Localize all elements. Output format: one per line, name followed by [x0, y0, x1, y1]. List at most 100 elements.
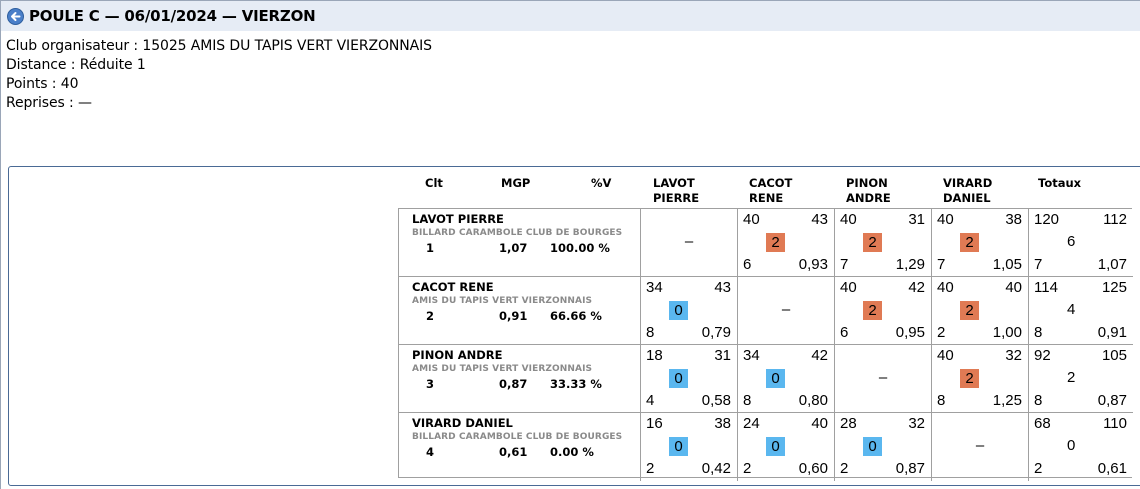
match-points: 18	[646, 347, 663, 364]
match-average: 0,58	[701, 392, 731, 409]
distance: Distance : Réduite 1	[6, 57, 146, 73]
match-score: 38	[1005, 211, 1022, 228]
match-average: 0,80	[798, 392, 828, 409]
header-opponent-1: LAVOT PIERRE	[653, 176, 700, 205]
match-cell: 40 32 2 8 1,25	[931, 345, 1028, 412]
player-win-pct: 100.00 %	[550, 241, 610, 255]
player-rank: 3	[426, 377, 435, 391]
header-clt: Clt	[425, 176, 443, 190]
match-score: 31	[908, 211, 925, 228]
total-reprises: 2	[1034, 460, 1043, 477]
player-win-pct: 33.33 %	[550, 377, 602, 391]
total-average: 1,07	[1097, 256, 1127, 273]
match-cell: 18 31 0 4 0,58	[640, 345, 737, 412]
total-average: 0,61	[1097, 460, 1127, 477]
player-name: PINON ANDRE	[412, 348, 503, 362]
player-club: AMIS DU TAPIS VERT VIERZONNAIS	[412, 364, 593, 374]
player-win-pct: 66.66 %	[550, 309, 602, 323]
match-score: 43	[714, 279, 731, 296]
match-score: 43	[811, 211, 828, 228]
match-score: 32	[908, 415, 925, 432]
match-points: 40	[937, 347, 954, 364]
match-average: 1,25	[992, 392, 1022, 409]
match-average: 0,95	[895, 324, 925, 341]
match-cell: 16 38 0 2 0,42	[640, 413, 737, 481]
player-info: VIRARD DANIEL BILLARD CARAMBOLE CLUB DE B…	[399, 413, 640, 481]
match-reprises: 6	[840, 324, 849, 341]
match-points: 40	[937, 211, 954, 228]
match-cell: –	[931, 413, 1028, 481]
match-cell: 40 43 2 6 0,93	[737, 209, 834, 276]
match-result-badge: 2	[766, 233, 785, 252]
table-row: VIRARD DANIEL BILLARD CARAMBOLE CLUB DE B…	[399, 413, 1133, 481]
header-opponent-4: VIRARD DANIEL	[943, 176, 993, 205]
totals-cell: 92 105 2 8 0,87	[1028, 345, 1133, 412]
match-result-badge: 2	[960, 369, 979, 388]
total-reprises: 7	[1034, 256, 1043, 273]
match-reprises: 6	[743, 256, 752, 273]
total-score: 110	[1103, 415, 1127, 432]
match-score: 40	[811, 415, 828, 432]
self-match-dash: –	[781, 301, 791, 318]
match-points: 40	[840, 279, 857, 296]
results-grid: LAVOT PIERRE BILLARD CARAMBOLE CLUB DE BO…	[398, 208, 1133, 481]
match-average: 0,93	[798, 256, 828, 273]
match-cell: 40 38 2 7 1,05	[931, 209, 1028, 276]
table-row: CACOT RENE AMIS DU TAPIS VERT VIERZONNAIS…	[399, 277, 1133, 345]
competition-info: Club organisateur : 15025 AMIS DU TAPIS …	[6, 37, 432, 113]
match-cell: 40 42 2 6 0,95	[834, 277, 931, 344]
results-panel	[8, 166, 1140, 486]
player-info: LAVOT PIERRE BILLARD CARAMBOLE CLUB DE BO…	[399, 209, 640, 276]
player-rank: 1	[426, 241, 435, 255]
total-points: 120	[1034, 211, 1060, 228]
match-average: 1,29	[895, 256, 925, 273]
player-club: BILLARD CARAMBOLE CLUB DE BOURGES	[412, 228, 623, 238]
match-result-badge: 2	[863, 233, 882, 252]
match-average: 0,79	[701, 324, 731, 341]
title-bar: POULE C — 06/01/2024 — VIERZON	[1, 1, 1140, 31]
match-cell: –	[834, 345, 931, 412]
match-result-badge: 2	[960, 301, 979, 320]
player-name: CACOT RENE	[412, 280, 494, 294]
match-result-badge: 0	[863, 437, 882, 456]
player-rank: 2	[426, 309, 435, 323]
match-reprises: 8	[743, 392, 752, 409]
self-match-dash: –	[878, 369, 888, 386]
total-match-points: 0	[1067, 437, 1076, 454]
total-match-points: 2	[1067, 369, 1076, 386]
match-cell: –	[737, 277, 834, 344]
total-average: 0,91	[1097, 324, 1127, 341]
match-score: 40	[1005, 279, 1022, 296]
total-match-points: 6	[1067, 233, 1076, 250]
header-mgp: MGP	[501, 176, 531, 190]
match-cell: 40 31 2 7 1,29	[834, 209, 931, 276]
match-score: 31	[714, 347, 731, 364]
player-rank: 4	[426, 445, 435, 459]
match-average: 0,60	[798, 460, 828, 477]
match-cell: 34 42 0 8 0,80	[737, 345, 834, 412]
player-name: LAVOT PIERRE	[412, 212, 504, 226]
arrow-left-circle-icon[interactable]	[7, 7, 24, 25]
match-points: 16	[646, 415, 663, 432]
match-result-badge: 0	[669, 369, 688, 388]
match-average: 1,05	[992, 256, 1022, 273]
total-average: 0,87	[1097, 392, 1127, 409]
total-score: 125	[1101, 279, 1127, 296]
match-reprises: 2	[840, 460, 849, 477]
total-reprises: 8	[1034, 392, 1043, 409]
match-result-badge: 2	[960, 233, 979, 252]
match-reprises: 8	[646, 324, 655, 341]
match-reprises: 2	[646, 460, 655, 477]
total-score: 105	[1101, 347, 1127, 364]
match-points: 40	[937, 279, 954, 296]
match-reprises: 7	[937, 256, 946, 273]
table-row: PINON ANDRE AMIS DU TAPIS VERT VIERZONNAI…	[399, 345, 1133, 413]
self-match-dash: –	[975, 437, 985, 454]
organizer-club: Club organisateur : 15025 AMIS DU TAPIS …	[6, 38, 432, 54]
page-title: POULE C — 06/01/2024 — VIERZON	[29, 7, 316, 25]
player-club: BILLARD CARAMBOLE CLUB DE BOURGES	[412, 432, 623, 442]
match-score: 32	[1005, 347, 1022, 364]
header-opponent-2: CACOT RENE	[749, 176, 793, 205]
total-points: 92	[1034, 347, 1051, 364]
